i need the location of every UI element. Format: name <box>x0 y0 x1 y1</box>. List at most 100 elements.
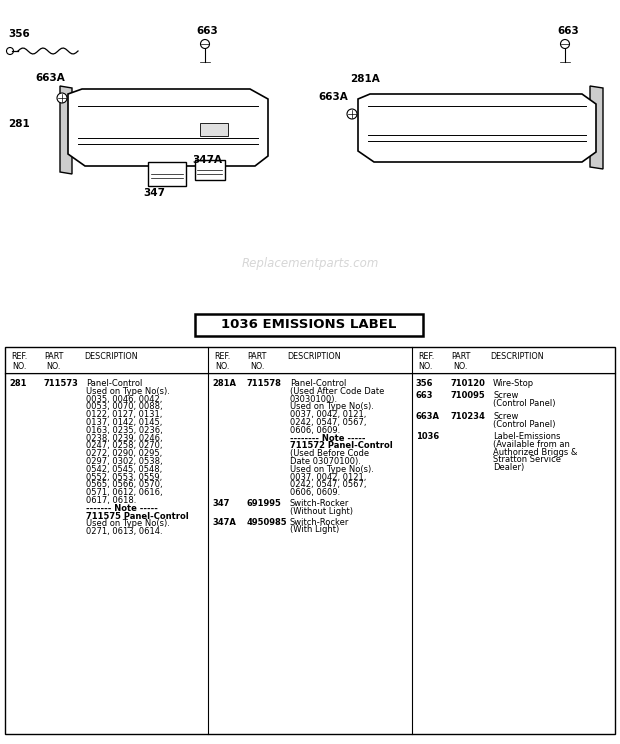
Text: 0137, 0142, 0145,: 0137, 0142, 0145, <box>86 418 162 427</box>
Text: (Used After Code Date: (Used After Code Date <box>290 387 384 396</box>
Text: Used on Type No(s).: Used on Type No(s). <box>290 403 373 411</box>
Text: 1036 EMISSIONS LABEL: 1036 EMISSIONS LABEL <box>221 318 397 332</box>
Text: 347A: 347A <box>212 518 236 527</box>
Text: 0542, 0545, 0548,: 0542, 0545, 0548, <box>86 465 162 474</box>
Text: 710120: 710120 <box>450 379 485 388</box>
Text: 663A: 663A <box>318 92 348 102</box>
Text: NO.: NO. <box>12 362 27 371</box>
Text: 347: 347 <box>212 499 229 508</box>
Text: Stratton Service: Stratton Service <box>493 455 561 464</box>
Text: (Control Panel): (Control Panel) <box>493 400 556 408</box>
Text: 710095: 710095 <box>450 391 485 400</box>
Text: 0238, 0239, 0246,: 0238, 0239, 0246, <box>86 434 163 443</box>
Text: Used on Type No(s).: Used on Type No(s). <box>86 387 170 396</box>
Text: 03030100).: 03030100). <box>290 394 338 403</box>
Text: Screw: Screw <box>493 391 518 400</box>
Text: 0053, 0070, 0088,: 0053, 0070, 0088, <box>86 403 163 411</box>
Text: NO.: NO. <box>453 362 467 371</box>
Text: 663: 663 <box>415 391 433 400</box>
Text: Switch-Rocker: Switch-Rocker <box>290 499 349 508</box>
Polygon shape <box>60 86 72 174</box>
Polygon shape <box>68 89 268 166</box>
Text: 0606, 0609.: 0606, 0609. <box>290 426 340 434</box>
Text: 0037, 0042, 0121,: 0037, 0042, 0121, <box>290 410 366 419</box>
Text: 0242, 0547, 0567,: 0242, 0547, 0567, <box>290 418 366 427</box>
Text: 0552, 0553, 0559,: 0552, 0553, 0559, <box>86 472 162 481</box>
Text: Label-Emissions: Label-Emissions <box>493 432 560 441</box>
Text: NO.: NO. <box>215 362 230 371</box>
Text: REF.: REF. <box>418 352 434 361</box>
Text: 663A: 663A <box>35 73 64 83</box>
Text: 4950985: 4950985 <box>247 518 288 527</box>
Text: 281A: 281A <box>212 379 236 388</box>
Text: DESCRIPTION: DESCRIPTION <box>84 352 138 361</box>
Text: DESCRIPTION: DESCRIPTION <box>490 352 544 361</box>
Text: (Available from an: (Available from an <box>493 440 570 449</box>
Text: 691995: 691995 <box>247 499 282 508</box>
Text: (Control Panel): (Control Panel) <box>493 420 556 429</box>
Text: Panel-Control: Panel-Control <box>290 379 346 388</box>
Text: PART: PART <box>44 352 63 361</box>
Text: NO.: NO. <box>46 362 61 371</box>
Text: Switch-Rocker: Switch-Rocker <box>290 518 349 527</box>
Polygon shape <box>590 86 603 169</box>
Text: (Used Before Code: (Used Before Code <box>290 449 369 458</box>
Text: 0571, 0612, 0616,: 0571, 0612, 0616, <box>86 488 163 497</box>
Text: 356: 356 <box>415 379 433 388</box>
Text: Dealer): Dealer) <box>493 464 525 472</box>
Text: 711578: 711578 <box>247 379 282 388</box>
Text: 0297, 0302, 0538,: 0297, 0302, 0538, <box>86 457 163 466</box>
Text: 0565, 0566, 0570,: 0565, 0566, 0570, <box>86 481 163 490</box>
Circle shape <box>560 39 570 48</box>
Text: 0271, 0613, 0614.: 0271, 0613, 0614. <box>86 527 163 536</box>
Text: 0617, 0618.: 0617, 0618. <box>86 496 136 505</box>
Text: 0163, 0235, 0236,: 0163, 0235, 0236, <box>86 426 163 434</box>
Text: Replacementparts.com: Replacementparts.com <box>241 257 379 271</box>
Text: Panel-Control: Panel-Control <box>86 379 143 388</box>
Text: PART: PART <box>451 352 470 361</box>
Bar <box>148 162 186 186</box>
Text: 1036: 1036 <box>415 432 439 441</box>
Text: 0035, 0046, 0042,: 0035, 0046, 0042, <box>86 394 162 403</box>
Text: 0037, 0042, 0121,: 0037, 0042, 0121, <box>290 472 366 481</box>
Text: 347A: 347A <box>192 155 222 165</box>
Text: Date 03070100).: Date 03070100). <box>290 457 361 466</box>
Text: DESCRIPTION: DESCRIPTION <box>287 352 341 361</box>
Text: 0606, 0609.: 0606, 0609. <box>290 488 340 497</box>
Polygon shape <box>358 94 596 162</box>
Text: 663: 663 <box>196 26 218 36</box>
Text: Wire-Stop: Wire-Stop <box>493 379 534 388</box>
Text: 0122, 0127, 0131,: 0122, 0127, 0131, <box>86 410 162 419</box>
Text: Screw: Screw <box>493 411 518 421</box>
Text: REF.: REF. <box>11 352 27 361</box>
Text: 281A: 281A <box>350 74 379 84</box>
Text: NO.: NO. <box>418 362 433 371</box>
Text: REF.: REF. <box>215 352 231 361</box>
Circle shape <box>347 109 357 119</box>
Text: Used on Type No(s).: Used on Type No(s). <box>86 519 170 528</box>
Text: NO.: NO. <box>250 362 264 371</box>
Bar <box>5 347 615 734</box>
Text: (With Light): (With Light) <box>290 525 339 534</box>
FancyBboxPatch shape <box>195 314 423 336</box>
Text: -------- Note -----: -------- Note ----- <box>290 434 365 443</box>
Text: 711573: 711573 <box>43 379 79 388</box>
Text: 281: 281 <box>8 119 30 129</box>
Text: 347: 347 <box>143 188 165 198</box>
Text: 356: 356 <box>8 29 30 39</box>
Text: Used on Type No(s).: Used on Type No(s). <box>290 465 373 474</box>
Bar <box>195 160 225 180</box>
Text: 711572 Panel-Control: 711572 Panel-Control <box>290 441 392 450</box>
Text: 0242, 0547, 0567,: 0242, 0547, 0567, <box>290 481 366 490</box>
Text: 710234: 710234 <box>450 411 485 421</box>
Text: Authorized Briggs &: Authorized Briggs & <box>493 448 577 457</box>
Circle shape <box>57 93 67 103</box>
Bar <box>200 123 228 136</box>
Text: (Without Light): (Without Light) <box>290 507 353 516</box>
Circle shape <box>200 39 210 48</box>
Text: PART: PART <box>247 352 267 361</box>
Text: 711575 Panel-Control: 711575 Panel-Control <box>86 512 189 521</box>
Text: 0272, 0290, 0295,: 0272, 0290, 0295, <box>86 449 162 458</box>
Text: 663: 663 <box>557 26 578 36</box>
Text: 281: 281 <box>9 379 27 388</box>
